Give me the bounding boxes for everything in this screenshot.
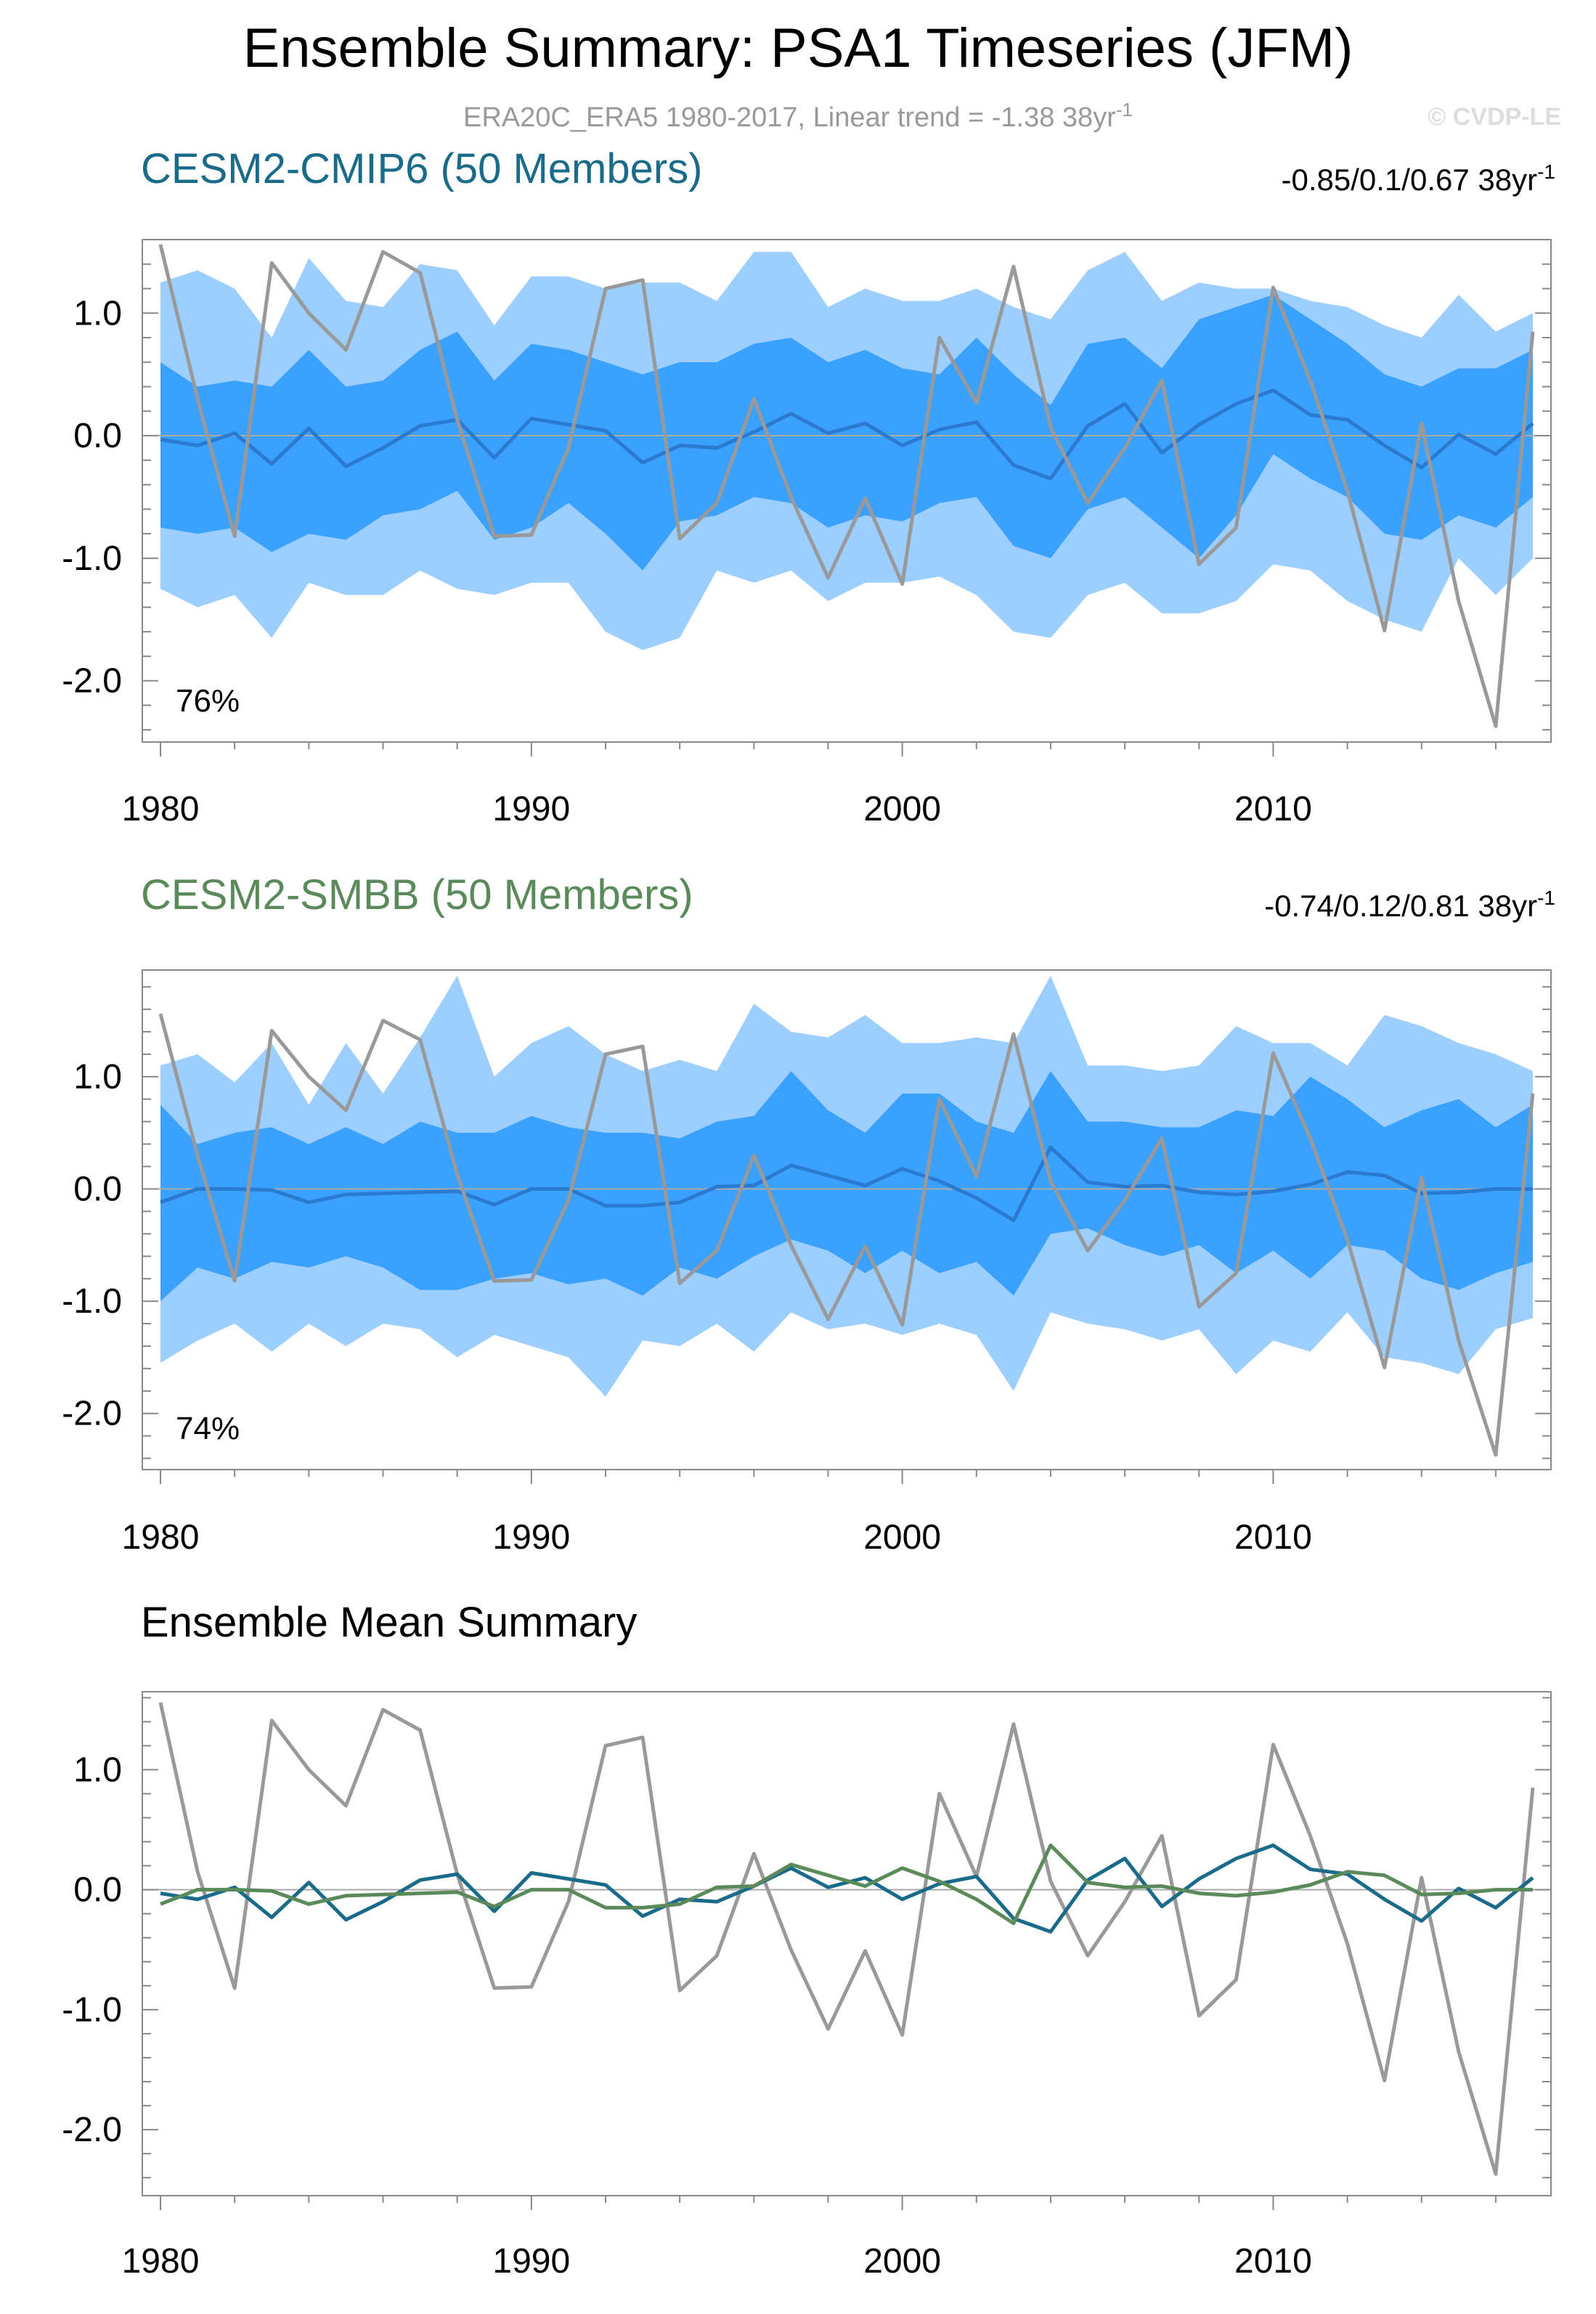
x-tick-label: 2000	[863, 790, 941, 828]
panel-title: CESM2-SMBB (50 Members)	[141, 871, 693, 918]
panel-title: CESM2-CMIP6 (50 Members)	[141, 145, 702, 192]
observed-line	[158, 244, 1535, 728]
trend-text: -0.85/0.1/0.67 38yr	[1282, 163, 1538, 197]
x-tick-label: 2010	[1234, 790, 1312, 828]
inner-spread-band	[160, 1071, 1533, 1302]
percent-label: 74%	[176, 1411, 240, 1446]
subtitle-main: ERA20C_ERA5 1980-2017, Linear trend = -1…	[463, 102, 1116, 133]
x-tick-label: 1990	[492, 2242, 570, 2281]
trend-sup: -1	[1537, 160, 1555, 183]
x-tick-label: 1980	[122, 1518, 200, 1557]
y-tick-label: -2.0	[62, 2111, 122, 2149]
x-tick-label: 2000	[863, 1518, 941, 1557]
x-tick-label: 1990	[492, 1518, 570, 1557]
y-tick-label: -1.0	[62, 1282, 122, 1321]
inner-spread-band	[160, 294, 1533, 571]
x-tick-label: 2010	[1234, 2242, 1312, 2281]
y-tick-label: -2.0	[62, 1395, 122, 1433]
y-tick-label: 0.0	[73, 1871, 122, 1910]
y-tick-label: 1.0	[73, 1058, 122, 1096]
y-tick-label: 0.0	[73, 1170, 122, 1208]
trend-sup: -1	[1537, 887, 1555, 909]
subtitle-sup: -1	[1116, 99, 1133, 121]
panel-title: Ensemble Mean Summary	[141, 1599, 637, 1646]
y-tick-label: -2.0	[62, 662, 122, 701]
ensemble-mean-line	[160, 1145, 1533, 1223]
series-line-0	[158, 1702, 1535, 2176]
y-tick-label: 0.0	[73, 417, 122, 455]
y-tick-label: -1.0	[62, 539, 122, 578]
ensemble-mean-line	[160, 388, 1534, 481]
panel-cesm2-smbb: CESM2-SMBB (50 Members) -0.74/0.12/0.81 3…	[62, 871, 1555, 1557]
plot-frame	[142, 1691, 1552, 2196]
x-tick-label: 1980	[122, 790, 200, 828]
trend-label: -0.85/0.1/0.67 38yr-1	[1282, 160, 1555, 197]
percent-label: 76%	[176, 683, 240, 719]
plot-frame	[142, 239, 1552, 743]
x-tick-label: 2000	[863, 2242, 941, 2281]
observed-line	[158, 1013, 1535, 1457]
figure-title: Ensemble Summary: PSA1 Timeseries (JFM)	[243, 17, 1353, 79]
figure-subtitle: ERA20C_ERA5 1980-2017, Linear trend = -1…	[463, 99, 1133, 133]
series-line-2	[160, 1844, 1533, 1926]
x-tick-label: 1990	[492, 790, 570, 828]
trend-text: -0.74/0.12/0.81 38yr	[1264, 889, 1537, 923]
x-tick-label: 1980	[122, 2242, 200, 2281]
trend-label: -0.74/0.12/0.81 38yr-1	[1264, 887, 1555, 923]
x-tick-label: 2010	[1234, 1518, 1312, 1557]
plot-frame	[142, 969, 1552, 1470]
y-tick-label: 1.0	[73, 1751, 122, 1789]
panel-ensemble-mean: Ensemble Mean Summary 1.0 0.0 -1.0 -2.0 1980 1…	[62, 1599, 1552, 2281]
y-tick-label: -1.0	[62, 1991, 122, 2029]
panel-cesm2-cmip6: CESM2-CMIP6 (50 Members) -0.85/0.1/0.67 3…	[62, 145, 1555, 828]
y-tick-label: 1.0	[73, 294, 122, 333]
watermark: © CVDP-LE	[1428, 103, 1561, 131]
